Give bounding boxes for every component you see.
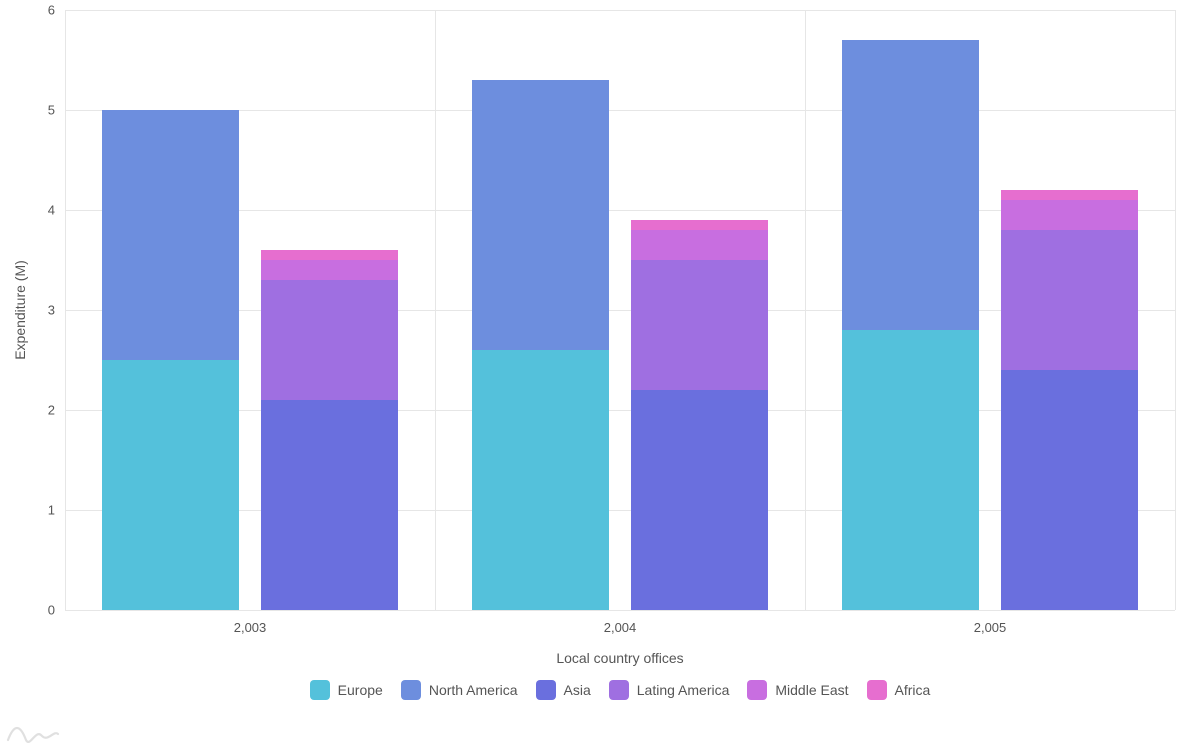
bar-segment[interactable] [261,400,398,610]
gridline-v [435,10,436,610]
bar-segment[interactable] [261,280,398,400]
legend-swatch [747,680,767,700]
y-tick-label: 3 [48,303,65,318]
legend-label: Lating America [637,682,730,698]
y-axis-title: Expenditure (M) [12,260,28,360]
x-tick-label: 2,005 [974,610,1007,635]
legend-item[interactable]: Asia [536,680,591,700]
legend-label: Africa [895,682,931,698]
y-tick-label: 0 [48,603,65,618]
legend-swatch [536,680,556,700]
legend-label: Asia [564,682,591,698]
gridline-h [65,10,1175,11]
bar-segment[interactable] [1001,230,1138,370]
plot-area: 01234562,0032,0042,005 [65,10,1175,610]
legend-item[interactable]: Africa [867,680,931,700]
amcharts-logo-icon [6,722,60,744]
bar-segment[interactable] [472,350,609,610]
gridline-v [1175,10,1176,610]
chart-container: 01234562,0032,0042,005 Expenditure (M) L… [0,0,1189,750]
bar-segment[interactable] [472,80,609,350]
y-tick-label: 1 [48,503,65,518]
legend-swatch [310,680,330,700]
legend-swatch [867,680,887,700]
bar-segment[interactable] [102,360,239,610]
legend-swatch [609,680,629,700]
bar-segment[interactable] [842,40,979,330]
x-tick-label: 2,004 [604,610,637,635]
bar-segment[interactable] [631,390,768,610]
y-tick-label: 6 [48,3,65,18]
bar-segment[interactable] [1001,200,1138,230]
x-tick-label: 2,003 [234,610,267,635]
y-tick-label: 5 [48,103,65,118]
bar-segment[interactable] [1001,370,1138,610]
legend-label: Europe [338,682,383,698]
y-tick-label: 4 [48,203,65,218]
legend-label: North America [429,682,518,698]
legend-swatch [401,680,421,700]
bar-segment[interactable] [631,220,768,230]
bar-segment[interactable] [842,330,979,610]
legend: Europe North America Asia Lating America Mid… [65,680,1175,700]
y-tick-label: 2 [48,403,65,418]
x-axis-title: Local country offices [556,650,683,666]
bar-segment[interactable] [261,250,398,260]
bar-segment[interactable] [631,230,768,260]
legend-item[interactable]: Lating America [609,680,730,700]
legend-label: Middle East [775,682,848,698]
bar-segment[interactable] [1001,190,1138,200]
gridline-v [805,10,806,610]
gridline-v [65,10,66,610]
bar-segment[interactable] [631,260,768,390]
legend-item[interactable]: North America [401,680,518,700]
bar-segment[interactable] [102,110,239,360]
legend-item[interactable]: Europe [310,680,383,700]
legend-item[interactable]: Middle East [747,680,848,700]
bar-segment[interactable] [261,260,398,280]
